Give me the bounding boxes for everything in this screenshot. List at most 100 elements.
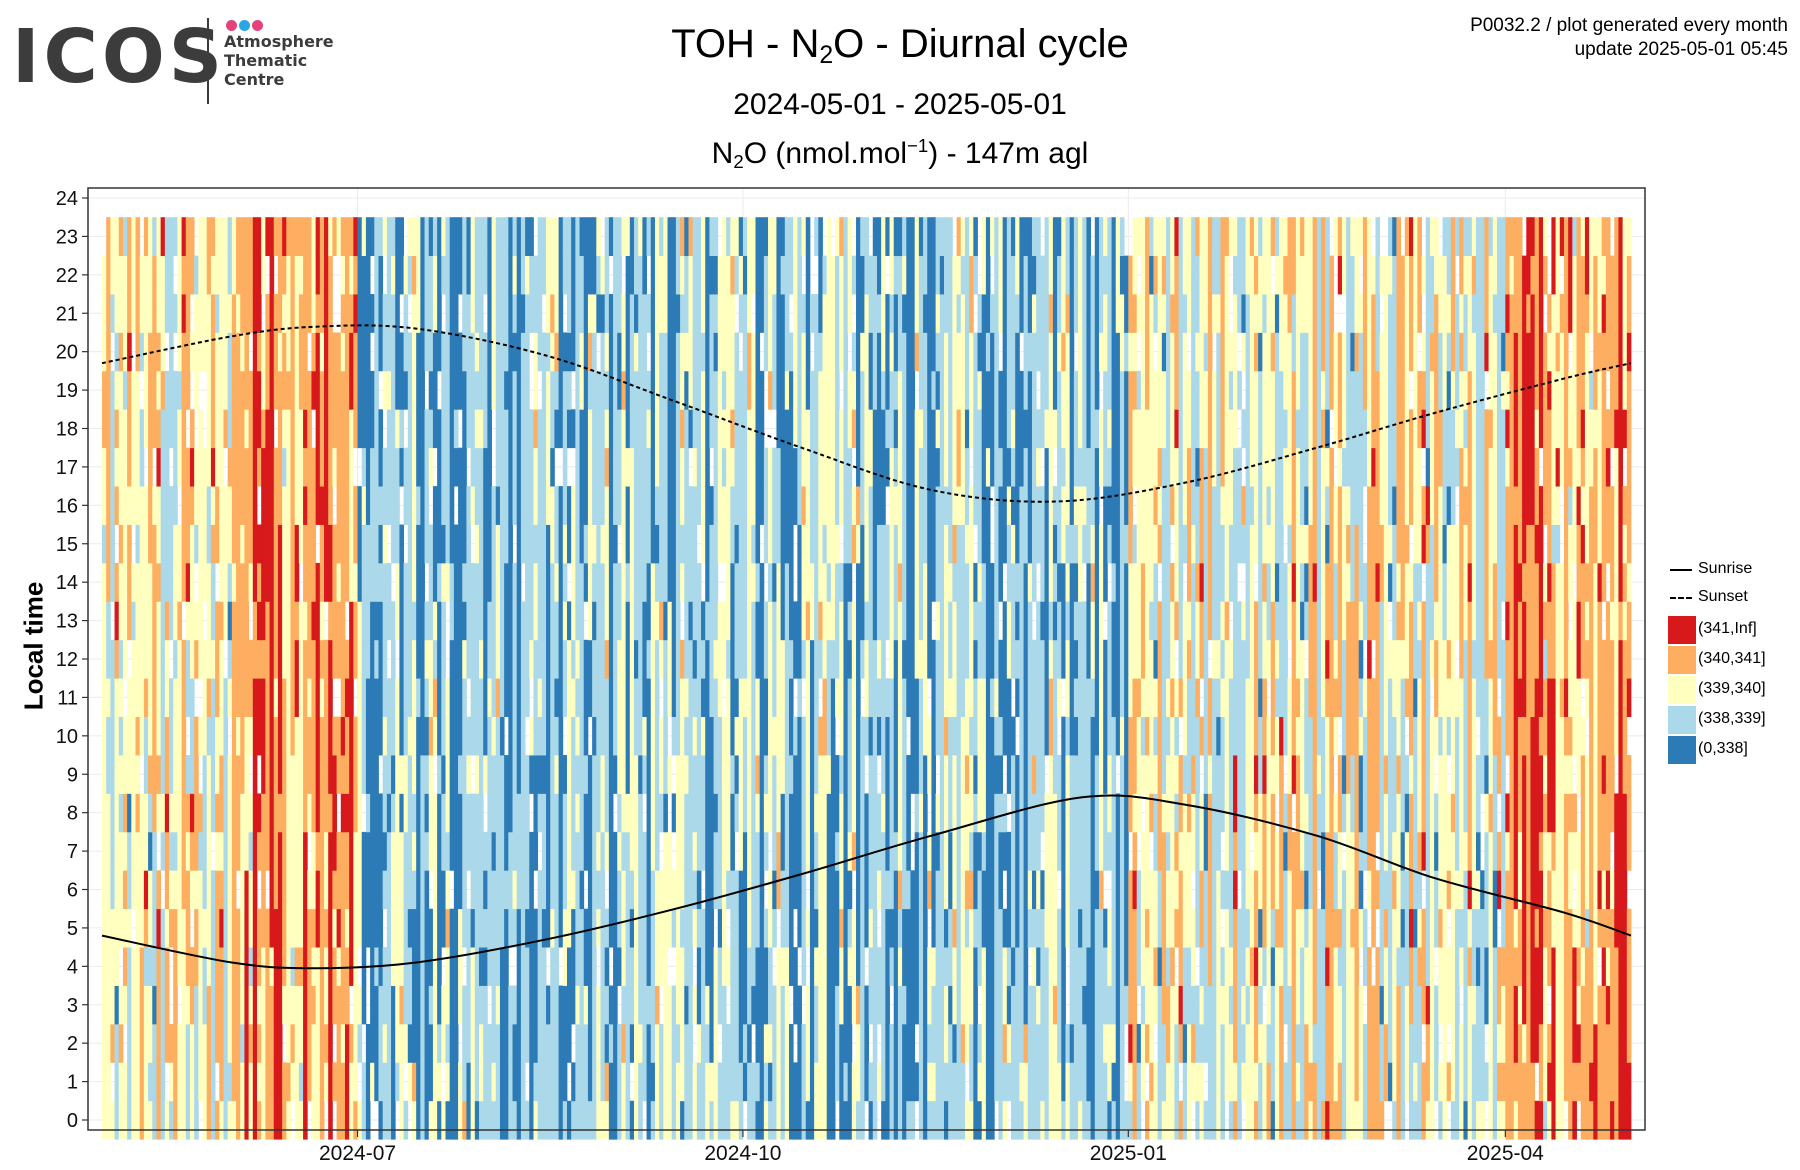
heat-tile (219, 370, 224, 410)
heat-tile (780, 1023, 786, 1063)
heat-tile (328, 294, 333, 333)
heat-tile (784, 409, 790, 449)
heat-tile (659, 1062, 664, 1102)
heat-tile (571, 947, 576, 986)
heat-tile (797, 870, 802, 910)
heat-tile (876, 985, 882, 1025)
heat-tile (550, 639, 555, 679)
heat-tile (721, 409, 727, 449)
heat-tile (675, 755, 681, 794)
heat-tile (1015, 255, 1020, 295)
heat-tile (537, 678, 543, 718)
heat-tile (889, 1062, 895, 1102)
heat-tile (747, 486, 752, 525)
heat-tile (839, 409, 844, 449)
heat-tile (583, 639, 589, 679)
heat-tile (977, 447, 983, 487)
heat-tile (600, 755, 606, 794)
heat-tile (927, 1100, 932, 1140)
heat-tile (554, 217, 560, 257)
heat-tile (931, 294, 937, 333)
heat-tile (160, 678, 166, 718)
heat-tile (998, 1100, 1004, 1140)
heat-tile (504, 1100, 509, 1140)
heat-tile (240, 524, 245, 564)
heat-tile (256, 601, 262, 641)
heat-tile (328, 409, 333, 449)
heat-tile (608, 1062, 614, 1102)
heat-tile (215, 793, 220, 833)
heat-tile (747, 1100, 752, 1140)
heat-tile (1019, 486, 1024, 525)
heat-tile (730, 486, 735, 525)
heat-tile (428, 409, 434, 449)
heat-tile (789, 562, 794, 602)
heat-tile (1019, 1023, 1024, 1063)
heat-tile (864, 1023, 869, 1063)
heat-tile (809, 1062, 815, 1102)
heat-tile (671, 908, 677, 948)
heat-tile (856, 639, 861, 679)
heat-tile (361, 1100, 367, 1140)
heat-tile (298, 1100, 304, 1140)
heat-tile (671, 524, 677, 564)
heat-tile (282, 486, 287, 525)
heat-tile (344, 370, 350, 410)
heat-tile (332, 409, 337, 449)
heat-tile (386, 409, 392, 449)
heat-tile (675, 716, 681, 756)
heat-tile (466, 831, 472, 871)
heat-tile (453, 217, 459, 257)
heat-tile (328, 1062, 333, 1102)
heat-tile (139, 870, 145, 910)
heat-tile (122, 255, 128, 295)
heat-tile (592, 409, 597, 449)
heat-tile (973, 793, 978, 833)
heat-tile (445, 524, 451, 564)
heat-tile (671, 409, 677, 449)
heat-tile (625, 370, 631, 410)
heat-tile (835, 793, 840, 833)
heat-tile (856, 486, 861, 525)
heat-tile (391, 870, 396, 910)
heat-tile (554, 716, 560, 756)
heat-tile (512, 1100, 518, 1140)
heat-tile (533, 947, 539, 986)
heat-tile (948, 947, 953, 986)
heat-tile (755, 870, 761, 910)
heat-tile (663, 908, 668, 948)
heat-tile (508, 332, 513, 372)
heat-tile (1019, 294, 1024, 333)
heat-tile (290, 947, 296, 986)
heat-tile (805, 294, 811, 333)
heat-tile (579, 294, 585, 333)
heat-tile (546, 793, 551, 833)
heat-tile (910, 255, 916, 295)
heat-tile (784, 294, 790, 333)
heat-tile (282, 409, 287, 449)
heat-tile (969, 831, 974, 871)
heat-tile (198, 217, 203, 257)
heat-tile (801, 1023, 807, 1063)
heat-tile (416, 447, 421, 487)
heat-tile (818, 716, 823, 756)
heat-tile (763, 217, 769, 257)
heat-tile (143, 601, 149, 641)
heat-tile (340, 255, 346, 295)
heat-tile (931, 678, 937, 718)
heat-tile (587, 908, 593, 948)
heat-tile (860, 370, 865, 410)
heat-tile (265, 409, 270, 449)
heat-tile (382, 755, 388, 794)
heat-tile (596, 217, 601, 257)
heat-tile (843, 831, 849, 871)
heat-tile (818, 755, 823, 794)
heat-tile (290, 639, 296, 679)
heat-tile (910, 370, 916, 410)
heat-tile (629, 255, 635, 295)
heat-tile (755, 1062, 761, 1102)
heat-tile (349, 217, 354, 257)
heat-tile (286, 678, 291, 718)
heat-tile (696, 562, 702, 602)
heat-tile (843, 1062, 849, 1102)
